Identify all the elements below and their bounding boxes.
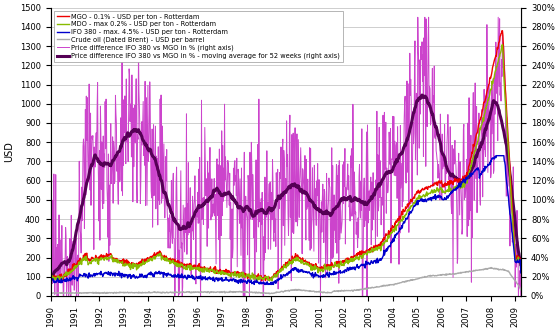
IFO 380 - max. 4.5% - USD per ton - Rotterdam bbox=[143, 273, 149, 277]
Price difference IFO 380 vs MGO in % (right axis) bbox=[143, 96, 150, 100]
Price difference IFO 380 vs MGO in % - moving average for 52 weeks (right axis) bbox=[495, 106, 501, 110]
IFO 380 - max. 4.5% - USD per ton - Rotterdam bbox=[518, 271, 524, 275]
Price difference IFO 380 vs MGO in % (right axis) bbox=[48, 294, 54, 298]
Line: Crude oil (Dated Brent) - USD per barrel: Crude oil (Dated Brent) - USD per barrel bbox=[50, 267, 521, 295]
Price difference IFO 380 vs MGO in % - moving average for 52 weeks (right axis) bbox=[47, 275, 54, 279]
Price difference IFO 380 vs MGO in % (right axis) bbox=[77, 203, 83, 207]
MDO - max 0.2% - USD per ton - Rotterdam bbox=[518, 269, 524, 273]
IFO 380 - max. 4.5% - USD per ton - Rotterdam bbox=[463, 175, 470, 179]
Price difference IFO 380 vs MGO in % (right axis) bbox=[518, 294, 524, 298]
MDO - max 0.2% - USD per ton - Rotterdam bbox=[414, 197, 420, 201]
Price difference IFO 380 vs MGO in % (right axis) bbox=[464, 234, 471, 238]
MGO - 0.1% - USD per ton - Rotterdam bbox=[47, 279, 54, 283]
Crude oil (Dated Brent) - USD per barrel bbox=[76, 291, 83, 295]
IFO 380 - max. 4.5% - USD per ton - Rotterdam bbox=[493, 154, 500, 158]
IFO 380 - max. 4.5% - USD per ton - Rotterdam bbox=[76, 274, 83, 278]
Price difference IFO 380 vs MGO in % (right axis) bbox=[432, 136, 439, 140]
IFO 380 - max. 4.5% - USD per ton - Rotterdam bbox=[414, 202, 420, 206]
Crude oil (Dated Brent) - USD per barrel bbox=[488, 265, 495, 269]
Y-axis label: USD: USD bbox=[4, 141, 14, 162]
Price difference IFO 380 vs MGO in % (right axis) bbox=[414, 15, 421, 19]
IFO 380 - max. 4.5% - USD per ton - Rotterdam bbox=[495, 154, 501, 158]
Price difference IFO 380 vs MGO in % - moving average for 52 weeks (right axis) bbox=[463, 174, 470, 178]
MDO - max 0.2% - USD per ton - Rotterdam bbox=[47, 281, 54, 285]
MGO - 0.1% - USD per ton - Rotterdam bbox=[76, 262, 83, 266]
IFO 380 - max. 4.5% - USD per ton - Rotterdam bbox=[47, 282, 54, 286]
Crude oil (Dated Brent) - USD per barrel bbox=[47, 293, 54, 297]
Crude oil (Dated Brent) - USD per barrel bbox=[431, 274, 438, 278]
MGO - 0.1% - USD per ton - Rotterdam bbox=[499, 29, 505, 33]
MDO - max 0.2% - USD per ton - Rotterdam bbox=[494, 61, 501, 65]
MGO - 0.1% - USD per ton - Rotterdam bbox=[518, 267, 524, 271]
MGO - 0.1% - USD per ton - Rotterdam bbox=[143, 260, 149, 263]
MGO - 0.1% - USD per ton - Rotterdam bbox=[431, 181, 438, 185]
MDO - max 0.2% - USD per ton - Rotterdam bbox=[76, 260, 83, 264]
Price difference IFO 380 vs MGO in % - moving average for 52 weeks (right axis) bbox=[414, 99, 420, 103]
Price difference IFO 380 vs MGO in % (right axis) bbox=[495, 51, 502, 55]
MGO - 0.1% - USD per ton - Rotterdam bbox=[414, 190, 420, 194]
Price difference IFO 380 vs MGO in % - moving average for 52 weeks (right axis) bbox=[518, 262, 524, 266]
Line: MDO - max 0.2% - USD per ton - Rotterdam: MDO - max 0.2% - USD per ton - Rotterdam bbox=[50, 45, 521, 283]
IFO 380 - max. 4.5% - USD per ton - Rotterdam bbox=[431, 195, 438, 199]
Line: MGO - 0.1% - USD per ton - Rotterdam: MGO - 0.1% - USD per ton - Rotterdam bbox=[50, 31, 521, 281]
Legend: MGO - 0.1% - USD per ton - Rotterdam, MDO - max 0.2% - USD per ton - Rotterdam, : MGO - 0.1% - USD per ton - Rotterdam, MD… bbox=[54, 11, 343, 62]
Crude oil (Dated Brent) - USD per barrel bbox=[143, 291, 149, 295]
Line: Price difference IFO 380 vs MGO in % (right axis): Price difference IFO 380 vs MGO in % (ri… bbox=[50, 17, 521, 296]
Price difference IFO 380 vs MGO in % - moving average for 52 weeks (right axis) bbox=[143, 144, 149, 148]
Crude oil (Dated Brent) - USD per barrel bbox=[518, 288, 524, 292]
Price difference IFO 380 vs MGO in % (right axis) bbox=[414, 173, 421, 177]
Crude oil (Dated Brent) - USD per barrel bbox=[463, 270, 470, 274]
MDO - max 0.2% - USD per ton - Rotterdam bbox=[499, 43, 506, 47]
MDO - max 0.2% - USD per ton - Rotterdam bbox=[143, 260, 149, 264]
MGO - 0.1% - USD per ton - Rotterdam bbox=[463, 173, 470, 177]
Price difference IFO 380 vs MGO in % - moving average for 52 weeks (right axis) bbox=[419, 93, 425, 97]
Price difference IFO 380 vs MGO in % - moving average for 52 weeks (right axis) bbox=[76, 216, 83, 220]
Price difference IFO 380 vs MGO in % (right axis) bbox=[47, 241, 54, 245]
MDO - max 0.2% - USD per ton - Rotterdam bbox=[463, 181, 470, 185]
Line: IFO 380 - max. 4.5% - USD per ton - Rotterdam: IFO 380 - max. 4.5% - USD per ton - Rott… bbox=[50, 156, 521, 284]
Line: Price difference IFO 380 vs MGO in % - moving average for 52 weeks (right axis): Price difference IFO 380 vs MGO in % - m… bbox=[50, 95, 521, 277]
MDO - max 0.2% - USD per ton - Rotterdam bbox=[431, 188, 438, 192]
Price difference IFO 380 vs MGO in % - moving average for 52 weeks (right axis) bbox=[432, 123, 438, 127]
Crude oil (Dated Brent) - USD per barrel bbox=[414, 277, 420, 281]
Crude oil (Dated Brent) - USD per barrel bbox=[495, 267, 501, 271]
MGO - 0.1% - USD per ton - Rotterdam bbox=[494, 47, 501, 51]
